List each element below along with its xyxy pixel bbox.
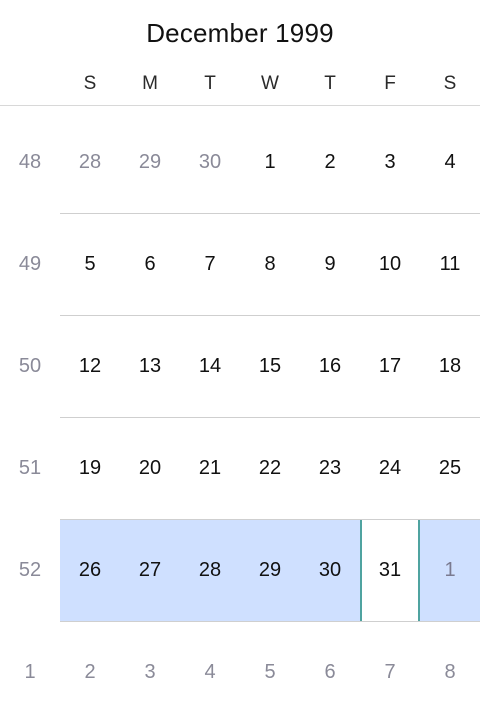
week-row[interactable]: 50 12 13 14 15 16 17 18 — [0, 316, 480, 418]
day-cell[interactable]: 6 — [144, 253, 156, 275]
day-cell[interactable]: 14 — [198, 355, 222, 377]
day-cell[interactable]: 2 — [324, 151, 336, 173]
week-number: 50 — [18, 355, 42, 377]
day-cell[interactable]: 30 — [198, 151, 222, 173]
day-cell[interactable]: 19 — [78, 457, 102, 479]
day-cell[interactable]: 25 — [438, 457, 462, 479]
day-cell[interactable]: 1 — [444, 559, 456, 581]
day-cell[interactable]: 9 — [324, 253, 336, 275]
day-cell[interactable]: 21 — [198, 457, 222, 479]
weekday-label-tuesday: T — [204, 73, 216, 94]
week-row[interactable]: 51 19 20 21 22 23 24 25 — [0, 418, 480, 520]
day-cell[interactable]: 28 — [78, 151, 102, 173]
week-divider — [60, 621, 480, 622]
day-cell[interactable]: 7 — [204, 253, 216, 275]
weekday-label-saturday: S — [443, 73, 457, 94]
day-cell[interactable]: 30 — [318, 559, 342, 581]
calendar-grid: 48 28 29 30 1 2 3 4 49 5 6 7 8 9 10 11 50 12 13 14 15 16 17 18 5… — [0, 112, 480, 720]
weekday-label-monday: M — [142, 73, 158, 94]
week-number: 51 — [18, 457, 42, 479]
day-cell[interactable]: 6 — [324, 661, 336, 683]
day-cell[interactable]: 10 — [378, 253, 402, 275]
day-cell[interactable]: 15 — [258, 355, 282, 377]
week-number: 1 — [24, 661, 36, 683]
day-cell[interactable]: 8 — [444, 661, 456, 683]
day-cell[interactable]: 3 — [384, 151, 396, 173]
day-cell[interactable]: 28 — [198, 559, 222, 581]
calendar-header: December 1999 S M T W T F S — [0, 0, 480, 106]
day-cell[interactable]: 29 — [258, 559, 282, 581]
week-divider — [60, 315, 480, 316]
month-title[interactable]: December 1999 — [146, 18, 334, 48]
day-cell[interactable]: 18 — [438, 355, 462, 377]
week-divider — [60, 213, 480, 214]
day-cell[interactable]: 29 — [138, 151, 162, 173]
day-cell[interactable]: 17 — [378, 355, 402, 377]
day-cell[interactable]: 11 — [439, 253, 461, 275]
week-divider — [60, 417, 480, 418]
day-cell[interactable]: 26 — [78, 559, 102, 581]
day-cell[interactable]: 22 — [258, 457, 282, 479]
day-cell[interactable]: 27 — [138, 559, 162, 581]
weekday-label-friday: F — [384, 73, 396, 94]
day-cell[interactable]: 8 — [264, 253, 276, 275]
day-cell[interactable]: 3 — [144, 661, 156, 683]
day-cell[interactable]: 4 — [444, 151, 456, 173]
week-number: 49 — [18, 253, 42, 275]
weekday-label-thursday: T — [324, 73, 336, 94]
day-cell[interactable]: 5 — [84, 253, 96, 275]
week-row[interactable]: 1 2 3 4 5 6 7 8 — [0, 622, 480, 720]
week-row[interactable]: 48 28 29 30 1 2 3 4 — [0, 112, 480, 214]
weekday-label-wednesday: W — [261, 73, 279, 94]
day-cell[interactable]: 4 — [204, 661, 216, 683]
day-cell[interactable]: 31 — [378, 559, 402, 581]
day-cell[interactable]: 12 — [78, 355, 102, 377]
selected-day-highlight — [360, 520, 420, 621]
day-cell[interactable]: 23 — [318, 457, 342, 479]
day-cell[interactable]: 20 — [138, 457, 162, 479]
day-cell[interactable]: 2 — [84, 661, 96, 683]
week-row[interactable]: 49 5 6 7 8 9 10 11 — [0, 214, 480, 316]
day-cell[interactable]: 24 — [378, 457, 402, 479]
day-cell[interactable]: 13 — [138, 355, 162, 377]
day-cell[interactable]: 7 — [384, 661, 396, 683]
day-cell[interactable]: 16 — [318, 355, 342, 377]
day-cell[interactable]: 1 — [264, 151, 276, 173]
week-number: 48 — [18, 151, 42, 173]
week-number: 52 — [18, 559, 42, 581]
week-divider — [60, 519, 480, 520]
day-cell[interactable]: 5 — [264, 661, 276, 683]
weekday-label-sunday: S — [83, 73, 97, 94]
week-row[interactable]: 52 26 27 28 29 30 31 1 — [0, 520, 480, 622]
